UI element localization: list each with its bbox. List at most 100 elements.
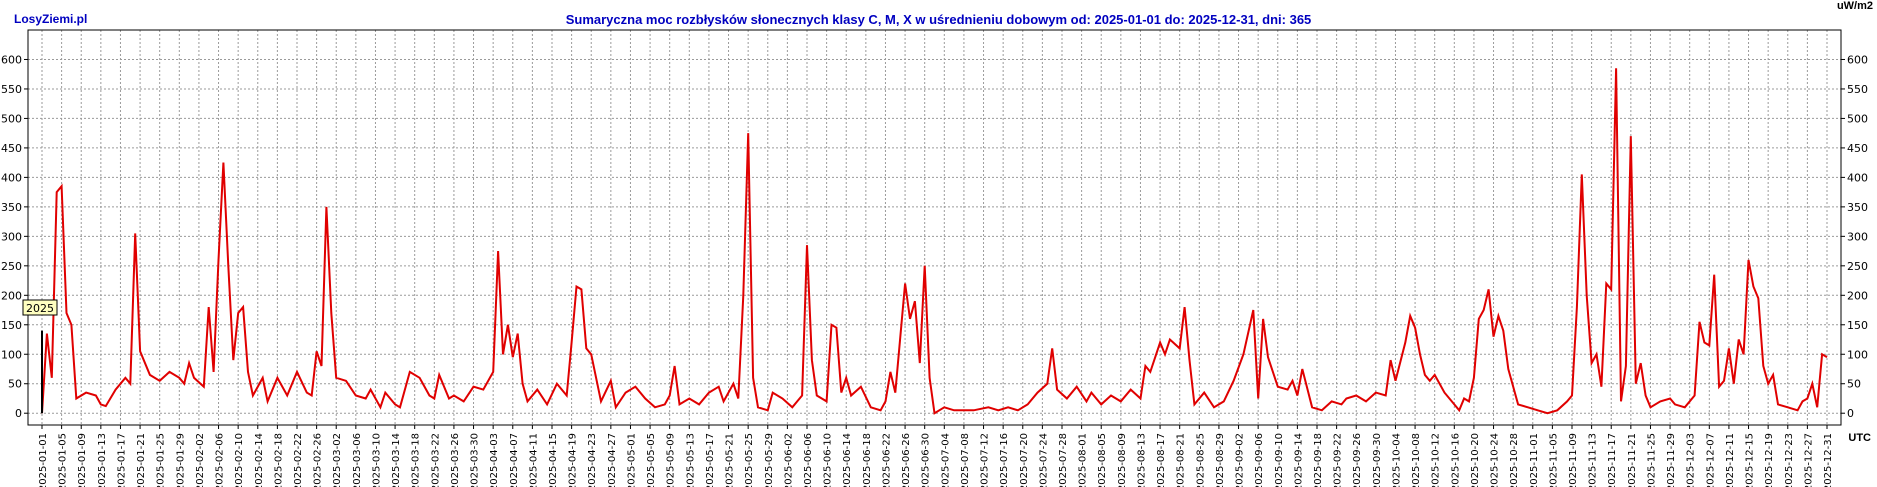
x-tick-label: 2025-08-09: [1117, 433, 1128, 487]
x-tick-label: 2025-08-29: [1215, 433, 1226, 487]
brand-logo-text: LosyZiemi.pl: [14, 12, 88, 26]
y-tick-label-right: 600: [1847, 53, 1868, 66]
x-tick-label: 2025-03-06: [352, 433, 363, 487]
y-tick-label-left: 150: [1, 319, 22, 332]
y-tick-label-right: 450: [1847, 142, 1868, 155]
x-tick-label: 2025-12-11: [1725, 433, 1736, 487]
x-tick-label: 2025-02-26: [313, 433, 324, 487]
y-tick-label-left: 550: [1, 83, 22, 96]
x-tick-label: 2025-01-01: [38, 433, 49, 487]
x-tick-label: 2025-09-14: [1293, 433, 1304, 487]
x-tick-label: 2025-06-30: [921, 433, 932, 487]
y-tick-label-left: 350: [1, 201, 22, 214]
x-axis-label: UTC: [1848, 432, 1871, 444]
x-tick-label: 2025-12-31: [1823, 433, 1834, 487]
y-tick-label-left: 200: [1, 289, 22, 302]
y-axis-unit-label: uW/m2: [1836, 0, 1873, 12]
year-badge-label: 2025: [26, 302, 54, 315]
y-tick-label-left: 250: [1, 260, 22, 273]
x-tick-label: 2025-02-14: [254, 433, 265, 487]
x-tick-label: 2025-03-10: [371, 433, 382, 487]
x-tick-label: 2025-06-14: [842, 433, 853, 487]
x-tick-label: 2025-04-23: [587, 433, 598, 487]
x-tick-label: 2025-07-04: [940, 433, 951, 487]
y-tick-label-right: 200: [1847, 289, 1868, 302]
y-tick-label-right: 100: [1847, 348, 1868, 361]
x-tick-label: 2025-05-21: [725, 433, 736, 487]
year-badge: 2025: [22, 299, 58, 316]
y-tick-label-left: 50: [8, 378, 22, 391]
x-tick-label: 2025-11-21: [1627, 433, 1638, 487]
x-tick-label: 2025-12-27: [1803, 433, 1814, 487]
y-tick-label-left: 300: [1, 230, 22, 243]
x-tick-label: 2025-07-24: [1038, 433, 1049, 487]
x-tick-label: 2025-04-11: [528, 433, 539, 487]
x-tick-label: 2025-01-17: [116, 433, 127, 487]
x-tick-label: 2025-02-02: [195, 433, 206, 487]
y-tick-label-left: 100: [1, 348, 22, 361]
x-tick-label: 2025-02-10: [234, 433, 245, 487]
x-tick-label: 2025-04-07: [509, 433, 520, 487]
x-tick-label: 2025-03-26: [450, 433, 461, 487]
x-tick-label: 2025-04-27: [607, 433, 618, 487]
x-tick-labels: 2025-01-01 2025-01-05 2025-01-09 2025-01-13…: [38, 433, 1834, 487]
x-tick-label: 2025-09-10: [1274, 433, 1285, 487]
x-tick-label: 2025-04-15: [548, 433, 559, 487]
x-tick-label: 2025-07-12: [980, 433, 991, 487]
x-tick-label: 2025-06-22: [881, 433, 892, 487]
x-tick-label: 2025-07-08: [960, 433, 971, 487]
x-tick-label: 2025-09-30: [1372, 433, 1383, 487]
x-tick-label: 2025-05-05: [646, 433, 657, 487]
x-tick-label: 2025-02-18: [273, 433, 284, 487]
x-tick-label: 2025-08-25: [1195, 433, 1206, 487]
x-tick-label: 2025-12-07: [1705, 433, 1716, 487]
x-tick-label: 2025-11-29: [1666, 433, 1677, 487]
x-tick-label: 2025-06-18: [862, 433, 873, 487]
x-tick-label: 2025-11-09: [1568, 433, 1579, 487]
x-tick-label: 2025-03-18: [411, 433, 422, 487]
x-tick-label: 2025-12-15: [1745, 433, 1756, 487]
x-tick-label: 2025-05-13: [685, 433, 696, 487]
x-tick-label: 2025-09-18: [1313, 433, 1324, 487]
x-tick-label: 2025-03-02: [332, 433, 343, 487]
x-tick-label: 2025-05-01: [626, 433, 637, 487]
x-tick-label: 2025-11-17: [1607, 433, 1618, 487]
x-tick-label: 2025-11-13: [1588, 433, 1599, 487]
x-tick-label: 2025-12-03: [1686, 433, 1697, 487]
x-tick-label: 2025-01-21: [136, 433, 147, 487]
y-tick-label-right: 250: [1847, 260, 1868, 273]
y-tick-label-left: 600: [1, 53, 22, 66]
plot-border: [27, 29, 1842, 426]
x-tick-label: 2025-02-22: [293, 433, 304, 487]
chart-title: Sumaryczna moc rozbłysków słonecznych kl…: [565, 12, 1312, 27]
x-tick-label: 2025-09-02: [1235, 433, 1246, 487]
x-tick-label: 2025-10-04: [1391, 433, 1402, 487]
x-tick-label: 2025-10-20: [1470, 433, 1481, 487]
x-tick-label: 2025-03-22: [430, 433, 441, 487]
x-tick-label: 2025-01-05: [58, 433, 69, 487]
y-tick-label-left: 400: [1, 171, 22, 184]
x-tick-label: 2025-09-06: [1254, 433, 1265, 487]
y-tick-label-right: 350: [1847, 201, 1868, 214]
x-tick-label: 2025-08-13: [1136, 433, 1147, 487]
y-tick-label-right: 150: [1847, 319, 1868, 332]
x-tick-label: 2025-08-21: [1176, 433, 1187, 487]
x-tick-label: 2025-08-05: [1097, 433, 1108, 487]
x-tick-label: 2025-10-08: [1411, 433, 1422, 487]
x-tick-label: 2025-11-25: [1646, 433, 1657, 487]
x-tick-label: 2025-07-28: [1058, 433, 1069, 487]
x-tick-label: 2025-11-05: [1548, 433, 1559, 487]
x-tick-label: 2025-08-01: [1078, 433, 1089, 487]
x-tick-label: 2025-06-26: [901, 433, 912, 487]
x-tick-label: 2025-01-29: [175, 433, 186, 487]
x-tick-label: 2025-05-09: [666, 433, 677, 487]
x-tick-label: 2025-01-09: [77, 433, 88, 487]
x-tick-label: 2025-01-25: [156, 433, 167, 487]
x-tick-label: 2025-12-19: [1764, 433, 1775, 487]
x-tick-label: 2025-06-10: [823, 433, 834, 487]
y-tick-label-right: 0: [1847, 407, 1854, 420]
x-tick-label: 2025-11-01: [1529, 433, 1540, 487]
plot-area: [28, 30, 1841, 425]
x-tick-label: 2025-08-17: [1156, 433, 1167, 487]
